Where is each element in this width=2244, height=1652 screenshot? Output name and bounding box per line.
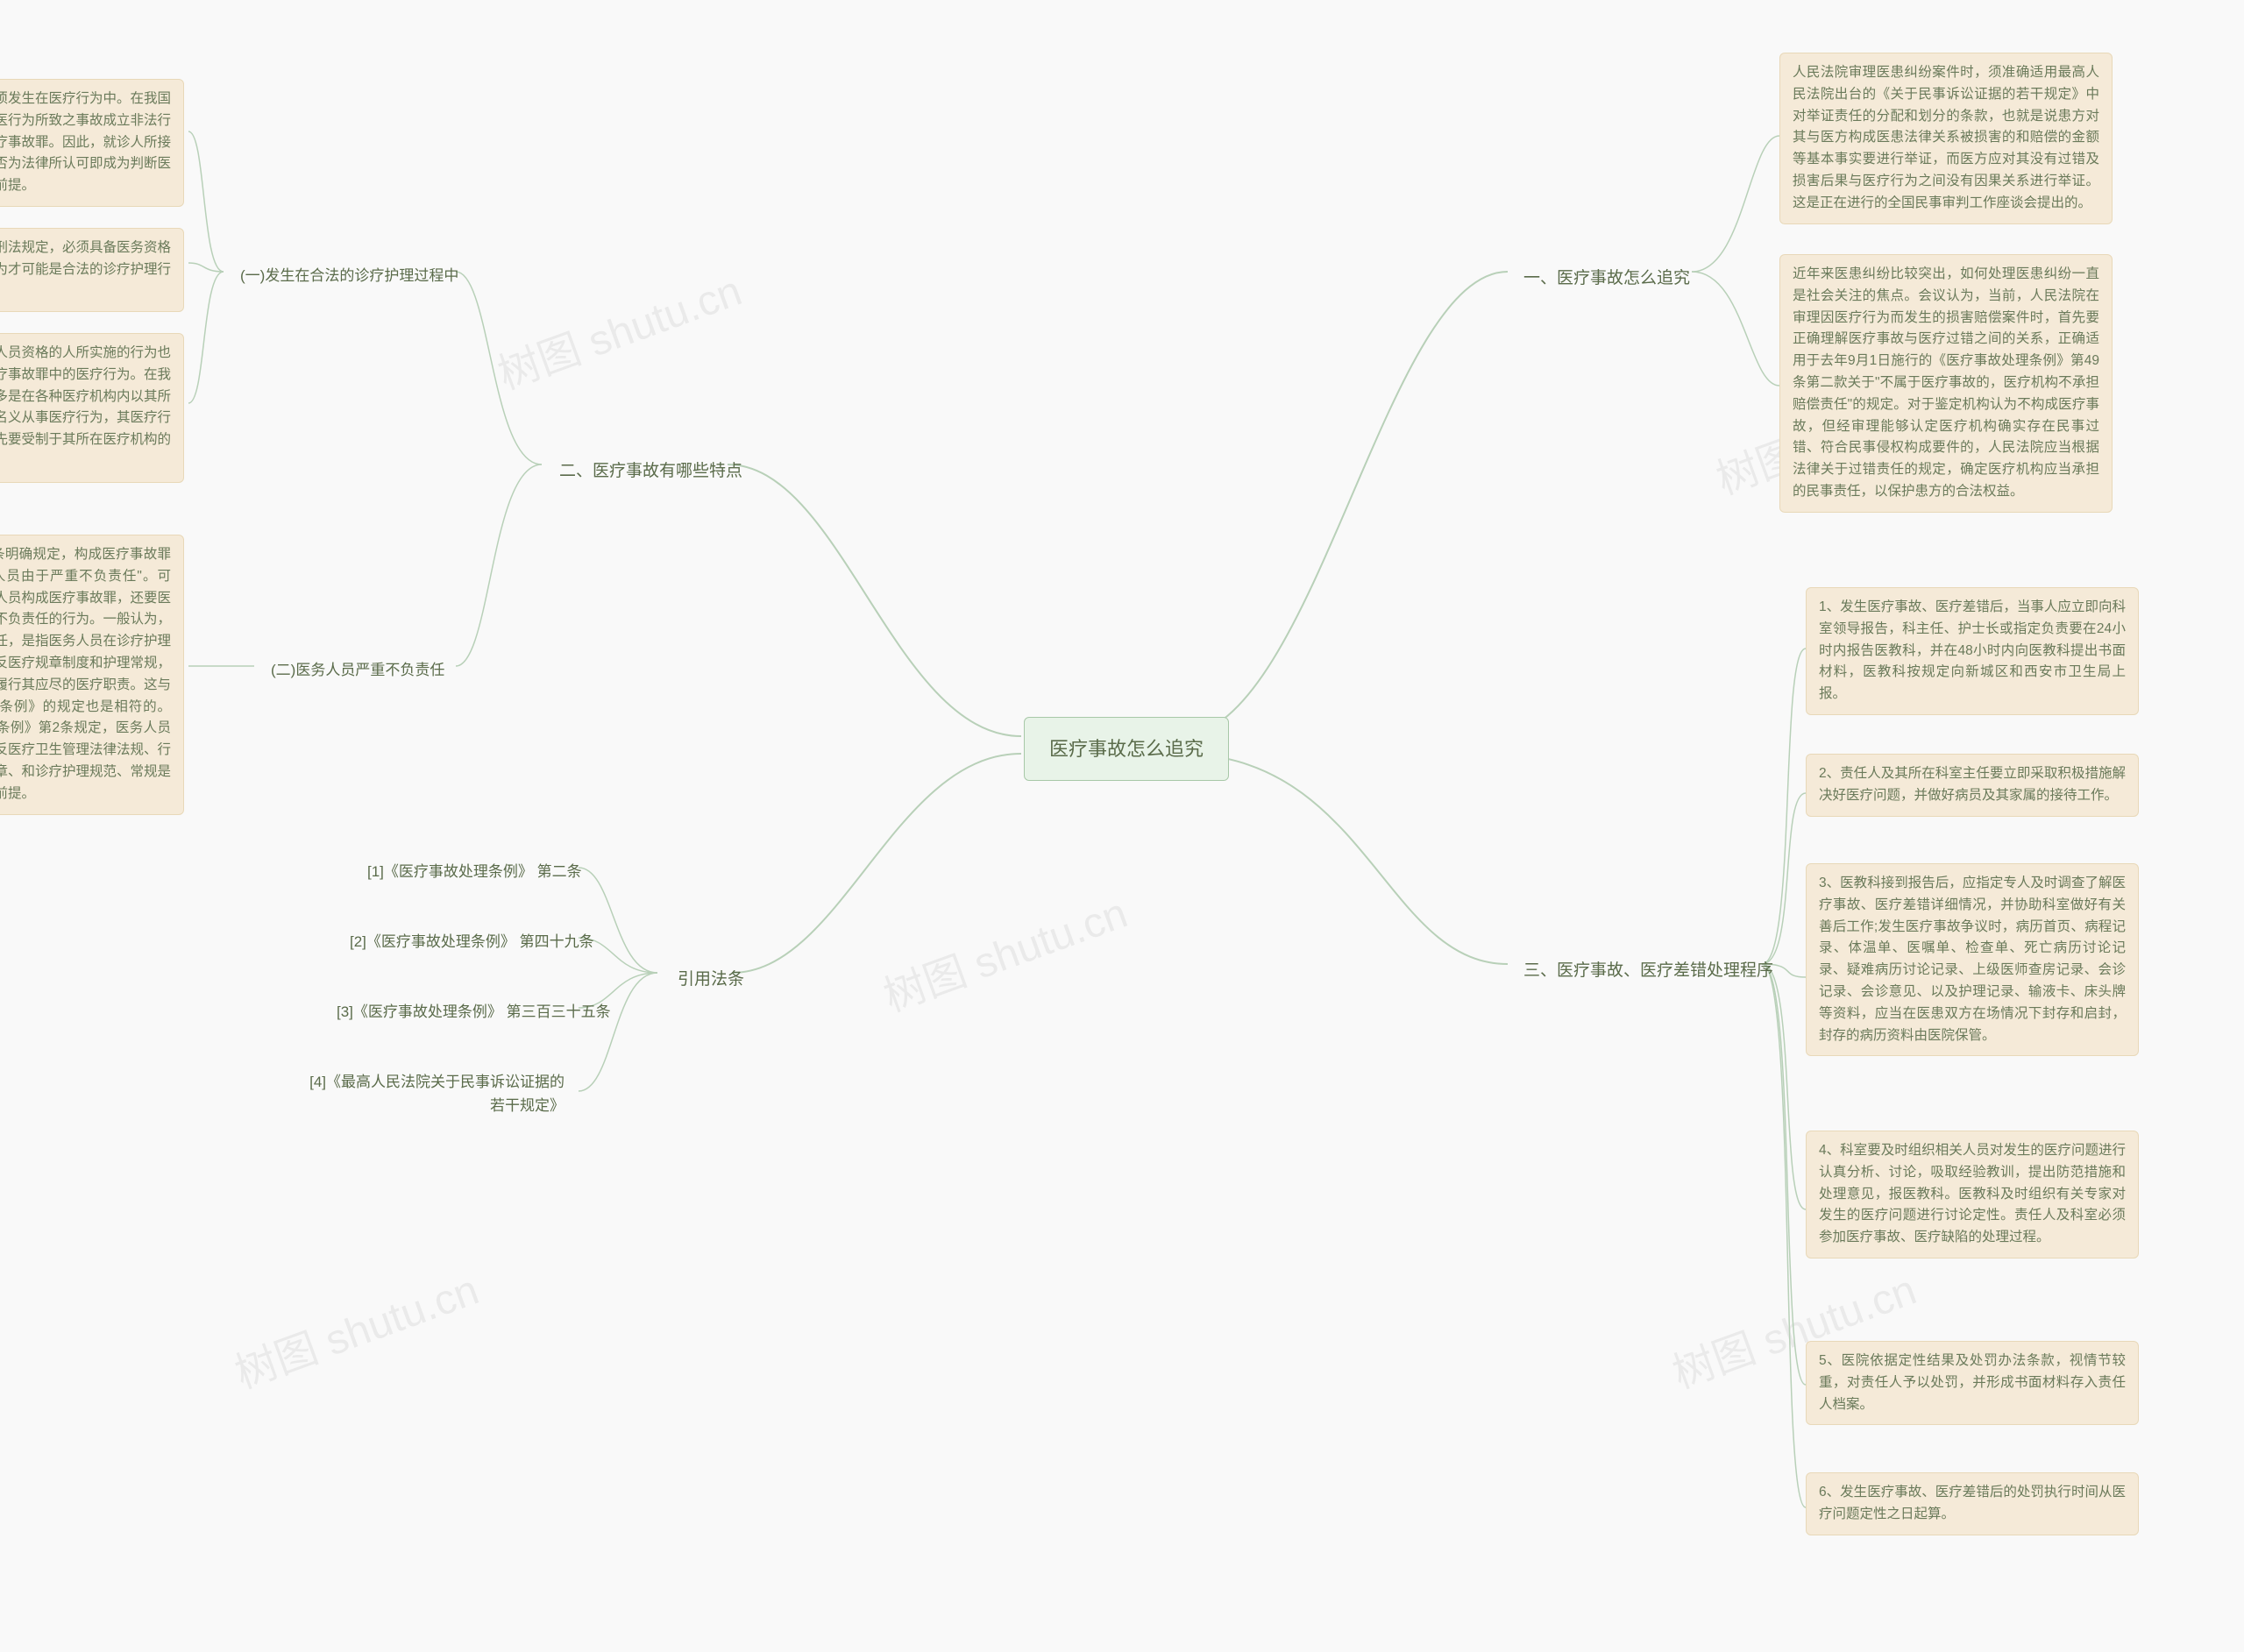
watermark: 树图 shutu.cn: [488, 256, 749, 401]
branch-2-child-1[interactable]: (一)发生在合法的诊疗护理过程中: [228, 259, 471, 293]
watermark: 树图 shutu.cn: [874, 878, 1134, 1023]
branch-3-leaf-3: 3、医教科接到报告后，应指定专人及时调查了解医疗事故、医疗差错详细情况，并协助科…: [1806, 863, 2139, 1056]
branch-2[interactable]: 二、医疗事故有哪些特点: [543, 451, 758, 492]
branch-1-leaf-1: 人民法院审理医患纠纷案件时，须准确适用最高人民法院出台的《关于民事诉讼证据的若干…: [1779, 53, 2113, 224]
branch-2-c1-leaf-3: 其次，具有医务人员资格的人所实施的行为也并非都能成为医疗事故罪中的医疗行为。在我…: [0, 333, 184, 483]
branch-2-child-2[interactable]: (二)医务人员严重不负责任: [259, 653, 457, 687]
branch-3[interactable]: 三、医疗事故、医疗差错处理程序: [1508, 951, 1789, 991]
branch-3-leaf-4: 4、科室要及时组织相关人员对发生的医疗问题进行认真分析、讨论，吸取经验教训，提出…: [1806, 1131, 2139, 1258]
branch-2-c1-leaf-1: 医疗事故行为必须发生在医疗行为中。在我国刑法中，非法行医行为所致之事故成立非法行…: [0, 79, 184, 207]
branch-4-leaf-3: [3]《医疗事故处理条例》 第三百三十五条: [324, 995, 623, 1029]
branch-1[interactable]: 一、医疗事故怎么追究: [1508, 259, 1706, 299]
branch-3-leaf-2: 2、责任人及其所在科室主任要立即采取积极措施解决好医疗问题，并做好病员及其家属的…: [1806, 754, 2139, 817]
branch-3-leaf-1: 1、发生医疗事故、医疗差错后，当事人应立即向科室领导报告，科主任、护士长或指定负…: [1806, 587, 2139, 715]
branch-1-leaf-2: 近年来医患纠纷比较突出，如何处理医患纠纷一直是社会关注的焦点。会议认为，当前，人…: [1779, 254, 2113, 513]
branch-2-c1-leaf-2: 首先，根据我国刑法规定，必须具备医务资格之人员的医疗行为才可能是合法的诊疗护理行…: [0, 228, 184, 312]
branch-4[interactable]: 引用法条: [662, 960, 760, 1000]
branch-2-c2-leaf-1: 我国刑法第335条明确规定，构成医疗事故罪的，必须"医务人员由于严重不负责任"。…: [0, 535, 184, 815]
branch-4-leaf-2: [2]《医疗事故处理条例》 第四十九条: [337, 925, 607, 959]
branch-4-leaf-1: [1]《医疗事故处理条例》 第二条: [355, 854, 594, 889]
watermark: 树图 shutu.cn: [225, 1255, 486, 1400]
branch-3-leaf-6: 6、发生医疗事故、医疗差错后的处罚执行时间从医疗问题定性之日起算。: [1806, 1472, 2139, 1535]
branch-4-leaf-4: [4]《最高人民法院关于民事诉讼证据的若干规定》: [296, 1065, 577, 1123]
center-node[interactable]: 医疗事故怎么追究: [1024, 717, 1229, 781]
branch-3-leaf-5: 5、医院依据定性结果及处罚办法条款，视情节较重，对责任人予以处罚，并形成书面材料…: [1806, 1341, 2139, 1425]
